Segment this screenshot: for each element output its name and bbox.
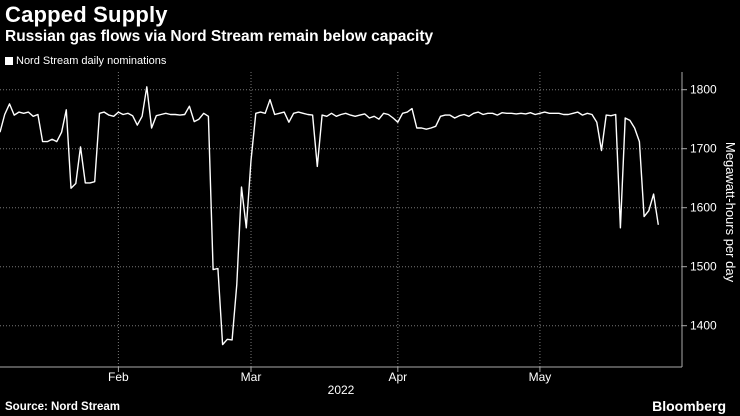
y-axis-ticks: 1400 1500 1600 1700 1800 (690, 83, 717, 333)
series-line-nord-stream (0, 86, 659, 346)
legend: Nord Stream daily nominations (5, 55, 166, 67)
y-tick-label: 1700 (690, 142, 717, 156)
x-tick-label: Mar (241, 370, 262, 384)
x-tick-label: May (529, 370, 552, 384)
bloomberg-logo: Bloomberg (652, 398, 726, 414)
x-tick-label: Apr (388, 370, 407, 384)
legend-label: Nord Stream daily nominations (16, 55, 167, 67)
year-label: 2022 (328, 383, 355, 397)
y-tick-label: 1500 (690, 260, 717, 274)
x-tick-label: Feb (108, 370, 129, 384)
x-axis-ticks: Feb Mar Apr May (108, 370, 551, 384)
source-note: Source: Nord Stream (5, 401, 121, 413)
grid-lines (0, 72, 682, 367)
y-axis-label: Megawatt-hours per day (723, 142, 738, 283)
y-tick-label: 1400 (690, 319, 717, 333)
chart-title: Capped Supply (5, 2, 168, 27)
y-tick-label: 1800 (690, 83, 717, 97)
series-group (0, 86, 659, 346)
chart-subtitle: Russian gas flows via Nord Stream remain… (5, 28, 434, 45)
axis-lines (0, 72, 687, 372)
y-tick-label: 1600 (690, 201, 717, 215)
legend-swatch (5, 57, 13, 65)
